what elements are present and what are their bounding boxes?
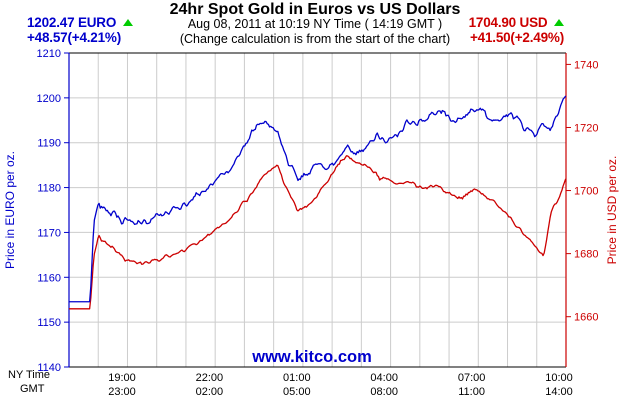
svg-text:1720: 1720: [574, 122, 598, 134]
svg-text:14:00: 14:00: [545, 386, 573, 398]
svg-text:01:00: 01:00: [283, 372, 311, 384]
svg-text:05:00: 05:00: [283, 386, 311, 398]
svg-text:1210: 1210: [37, 48, 61, 60]
svg-text:07:00: 07:00: [458, 372, 486, 384]
svg-text:1170: 1170: [37, 227, 61, 239]
svg-text:Price in EURO per oz.: Price in EURO per oz.: [3, 151, 17, 269]
svg-text:19:00: 19:00: [108, 372, 136, 384]
svg-text:1160: 1160: [37, 272, 61, 284]
svg-text:NY Time: NY Time: [8, 369, 50, 381]
svg-text:1680: 1680: [574, 249, 598, 261]
svg-text:1180: 1180: [37, 183, 61, 195]
svg-text:Price in USD per oz.: Price in USD per oz.: [605, 156, 619, 265]
svg-text:10:00: 10:00: [545, 372, 573, 384]
svg-text:08:00: 08:00: [370, 386, 398, 398]
svg-text:1200: 1200: [37, 93, 61, 105]
svg-text:02:00: 02:00: [196, 386, 224, 398]
svg-text:1150: 1150: [37, 317, 61, 329]
svg-text:23:00: 23:00: [108, 386, 136, 398]
svg-text:04:00: 04:00: [370, 372, 398, 384]
svg-text:22:00: 22:00: [196, 372, 224, 384]
svg-text:1700: 1700: [574, 186, 598, 198]
svg-text:1660: 1660: [574, 312, 598, 324]
svg-text:www.kitco.com: www.kitco.com: [251, 348, 372, 366]
svg-text:1190: 1190: [37, 138, 61, 150]
svg-text:11:00: 11:00: [458, 386, 485, 398]
svg-text:GMT: GMT: [20, 383, 45, 395]
svg-text:1740: 1740: [574, 59, 598, 71]
